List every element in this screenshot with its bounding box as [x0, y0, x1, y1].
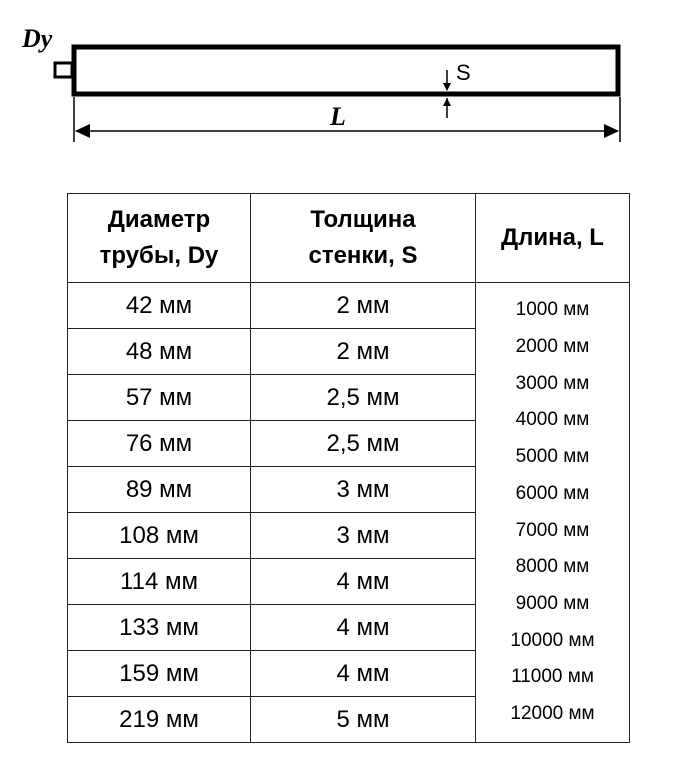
- length-item: 10000 мм: [510, 629, 595, 651]
- pipe-end-stub: [53, 61, 74, 79]
- diameter-cell: 89 мм: [67, 466, 251, 513]
- thickness-label: S: [456, 60, 471, 85]
- length-item: 5000 мм: [515, 446, 590, 468]
- diameter-cell: 219 мм: [67, 696, 251, 743]
- thickness-cell: 3 мм: [250, 466, 476, 513]
- thickness-arrows: [443, 70, 451, 118]
- table-row: 159 мм 4 мм: [67, 650, 630, 697]
- thickness-cell: 2,5 мм: [250, 420, 476, 467]
- thickness-cell: 2 мм: [250, 328, 476, 375]
- thickness-cell: 2,5 мм: [250, 374, 476, 421]
- length-item: 7000 мм: [515, 519, 590, 541]
- thickness-cell: 4 мм: [250, 650, 476, 697]
- thickness-cell: 4 мм: [250, 604, 476, 651]
- length-item: 2000 мм: [515, 335, 590, 357]
- thickness-cell: 3 мм: [250, 512, 476, 559]
- header-thickness: Толщина стенки, S: [250, 193, 476, 283]
- diameter-cell: 159 мм: [67, 650, 251, 697]
- pipe-diagram: Dy S L: [21, 24, 621, 142]
- length-item: 8000 мм: [515, 556, 590, 578]
- diameter-cell: 42 мм: [67, 282, 251, 329]
- table-header-row: Диаметр трубы, Dy Толщина стенки, S Длина,…: [67, 193, 630, 283]
- length-item: 1000 мм: [515, 299, 590, 321]
- length-item: 3000 мм: [515, 372, 590, 394]
- length-list-cell: 1000 мм 2000 мм 3000 мм 4000 мм 5000 мм …: [475, 282, 630, 743]
- length-item: 12000 мм: [510, 703, 595, 725]
- diameter-cell: 114 мм: [67, 558, 251, 605]
- thickness-cell: 4 мм: [250, 558, 476, 605]
- length-label: L: [329, 102, 346, 131]
- thickness-cell: 5 мм: [250, 696, 476, 743]
- table-row: 114 мм 4 мм: [67, 558, 630, 605]
- length-item: 11000 мм: [511, 666, 594, 688]
- table-row: 42 мм 2 мм 1000 мм 2000 мм 3000 мм 4000 м…: [67, 282, 630, 743]
- table-row: 57 мм 2,5 мм: [67, 374, 630, 421]
- diameter-cell: 108 мм: [67, 512, 251, 559]
- table-row: 89 мм 3 мм: [67, 466, 630, 513]
- diameter-cell: 57 мм: [67, 374, 251, 421]
- pipe-spec-table: Диаметр трубы, Dy Толщина стенки, S Длина,…: [67, 193, 630, 743]
- table-row: 76 мм 2,5 мм: [67, 420, 630, 467]
- thickness-cell: 2 мм: [250, 282, 476, 329]
- pipe-body: [71, 44, 621, 97]
- length-item: 6000 мм: [515, 482, 590, 504]
- length-dimension: [73, 97, 621, 142]
- table-row: 108 мм 3 мм: [67, 512, 630, 559]
- table-row: 219 мм 5 мм: [67, 696, 630, 743]
- diameter-cell: 76 мм: [67, 420, 251, 467]
- header-diameter: Диаметр трубы, Dy: [67, 193, 251, 283]
- diameter-cell: 133 мм: [67, 604, 251, 651]
- header-length: Длина, L: [475, 193, 630, 283]
- diameter-label: Dy: [21, 24, 53, 53]
- table-row: 48 мм 2 мм: [67, 328, 630, 375]
- length-item: 9000 мм: [515, 592, 590, 614]
- diameter-cell: 48 мм: [67, 328, 251, 375]
- length-item: 4000 мм: [515, 409, 590, 431]
